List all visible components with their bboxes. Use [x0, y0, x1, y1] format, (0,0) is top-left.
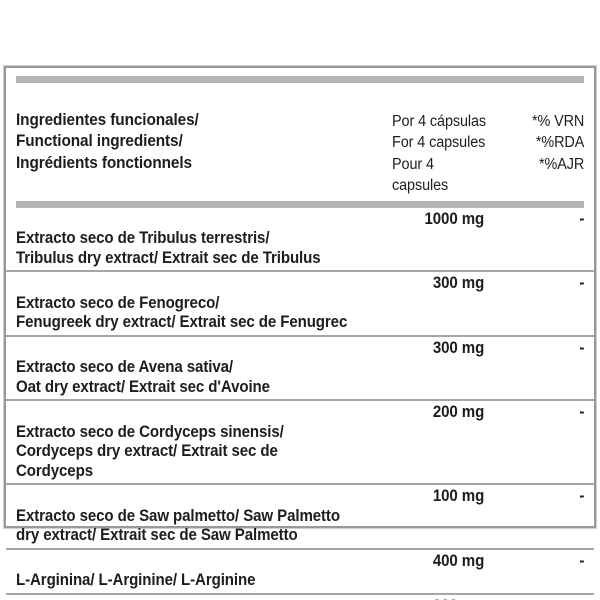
table-row: L-Arginina/ L-Arginine/ L-Arginine 400 m…: [6, 547, 594, 593]
ingredient-amount: 100 mg: [432, 487, 484, 505]
ingredient-pct-cell: -: [484, 210, 584, 230]
ingredient-pct-cell: -: [484, 274, 584, 294]
table-row: L-Ornitina/ L-Ornithine/ L-Ornithine 200…: [6, 592, 594, 600]
ingredient-amount: 200 mg: [433, 597, 484, 600]
ingredient-pct: -: [579, 487, 584, 505]
divider-bar-top: [16, 76, 584, 83]
ingredient-pct-cell: -: [484, 339, 584, 359]
ingredient-name-cell: Extracto seco de Tribulus terrestris/ Tr…: [16, 210, 384, 269]
ingredient-name: Extracto seco de Cordyceps sinensis/ Cor…: [16, 422, 284, 480]
header-ingredients-label: Ingredientes funcionales/ Functional ing…: [16, 110, 199, 172]
table-row: Extracto seco de Fenogreco/ Fenugreek dr…: [6, 270, 594, 335]
ingredient-amount-cell: 1000 mg: [384, 210, 484, 230]
ingredient-name-cell: Extracto seco de Fenogreco/ Fenugreek dr…: [16, 274, 384, 333]
ingredient-name-cell: Extracto seco de Cordyceps sinensis/ Cor…: [16, 403, 384, 481]
ingredient-amount-cell: 200 mg: [384, 597, 484, 600]
ingredient-name-cell: Extracto seco de Saw palmetto/ Saw Palme…: [16, 487, 384, 546]
ingredient-pct-cell: -: [484, 552, 584, 572]
table-row: Extracto seco de Avena sativa/ Oat dry e…: [6, 334, 594, 400]
ingredient-amount: 400 mg: [432, 551, 484, 570]
ingredient-amount-cell: 300 mg: [384, 339, 484, 359]
ingredient-amount-cell: 300 mg: [384, 274, 484, 294]
ingredient-amount-cell: 400 mg: [384, 552, 484, 572]
header-daily-value-label: *% VRN *%RDA *%AJR: [531, 112, 584, 173]
ingredient-name: Extracto seco de Tribulus terrestris/ Tr…: [16, 229, 321, 267]
header-serving-column: Por 4 cápsulas For 4 capsules Pour 4 cap…: [392, 88, 496, 197]
ingredient-amount: 300 mg: [432, 274, 484, 292]
table-header: Ingredientes funcionales/ Functional ing…: [6, 83, 594, 201]
ingredient-pct-cell: [484, 597, 584, 600]
ingredient-pct: -: [579, 274, 584, 292]
ingredient-name-cell: L-Ornitina/ L-Ornithine/ L-Ornithine: [16, 597, 384, 600]
ingredient-name: Extracto seco de Saw palmetto/ Saw Palme…: [16, 506, 340, 545]
ingredient-amount-cell: 200 mg: [384, 403, 484, 423]
ingredient-pct: -: [579, 338, 584, 357]
ingredient-pct: -: [579, 403, 584, 421]
ingredient-amount: 200 mg: [432, 403, 484, 421]
ingredient-name: Extracto seco de Fenogreco/ Fenugreek dr…: [16, 293, 348, 332]
ingredient-name-cell: L-Arginina/ L-Arginine/ L-Arginine: [16, 552, 384, 591]
ingredient-name-cell: Extracto seco de Avena sativa/ Oat dry e…: [16, 339, 384, 398]
ingredient-amount-cell: 100 mg: [384, 487, 484, 507]
ingredient-name: L-Arginina/ L-Arginine/ L-Arginine: [16, 571, 256, 589]
ingredient-pct-cell: -: [484, 403, 584, 423]
ingredient-name: Extracto seco de Avena sativa/ Oat dry e…: [16, 358, 270, 396]
ingredient-amount: 1000 mg: [424, 209, 484, 228]
ingredient-rows: Extracto seco de Tribulus terrestris/ Tr…: [6, 208, 594, 600]
table-row: Extracto seco de Cordyceps sinensis/ Cor…: [6, 399, 594, 483]
table-row: Extracto seco de Tribulus terrestris/ Tr…: [6, 208, 594, 271]
table-row: Extracto seco de Saw palmetto/ Saw Palme…: [6, 483, 594, 548]
ingredient-amount: 300 mg: [432, 338, 484, 357]
supplement-facts-panel: Ingredientes funcionales/ Functional ing…: [4, 66, 596, 600]
header-daily-value-column: *% VRN *%RDA *%AJR: [496, 88, 584, 175]
divider-bar-header: [16, 200, 584, 208]
ingredient-pct: -: [579, 551, 584, 570]
header-serving-label: Por 4 cápsulas For 4 capsules Pour 4 cap…: [392, 112, 487, 195]
header-ingredients-column: Ingredientes funcionales/ Functional ing…: [16, 88, 392, 174]
ingredient-pct-cell: -: [484, 487, 584, 507]
ingredient-pct: -: [579, 209, 584, 228]
